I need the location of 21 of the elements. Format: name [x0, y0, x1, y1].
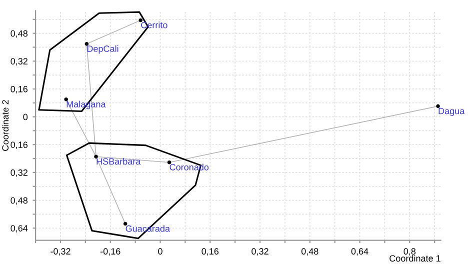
annotation: Dagua	[438, 108, 465, 116]
y-tick-label: 0,16	[10, 86, 28, 94]
annotation: DepCali	[87, 45, 118, 54]
x-tick-label: 0,16	[202, 248, 219, 256]
x-tick-label: -0,16	[100, 248, 120, 256]
x-tick-label: 0,64	[351, 248, 368, 256]
x-tick-label: 0,48	[301, 248, 318, 256]
x-tick-label: 0,8	[404, 248, 416, 256]
x-tick-label: -0,32	[50, 248, 70, 256]
y-tick-label: 0,64	[10, 225, 28, 233]
y-tick-label: 0,48	[10, 30, 28, 38]
x-tick-label: 0,32	[252, 248, 268, 256]
y-tick-label: 0,32	[10, 169, 28, 177]
y-tick-label: 0,48	[10, 197, 28, 205]
y-tick-label: 0,32	[10, 58, 28, 66]
y-tick-label: 0	[23, 114, 28, 120]
y-axis-title: Coordinate 2	[2, 100, 9, 151]
x-tick-label: 0	[158, 248, 162, 255]
x-axis-title: Coordinate 1	[390, 254, 440, 262]
y-tick-label: 0,16	[10, 142, 28, 150]
annotation: HSBarbara	[96, 158, 141, 165]
